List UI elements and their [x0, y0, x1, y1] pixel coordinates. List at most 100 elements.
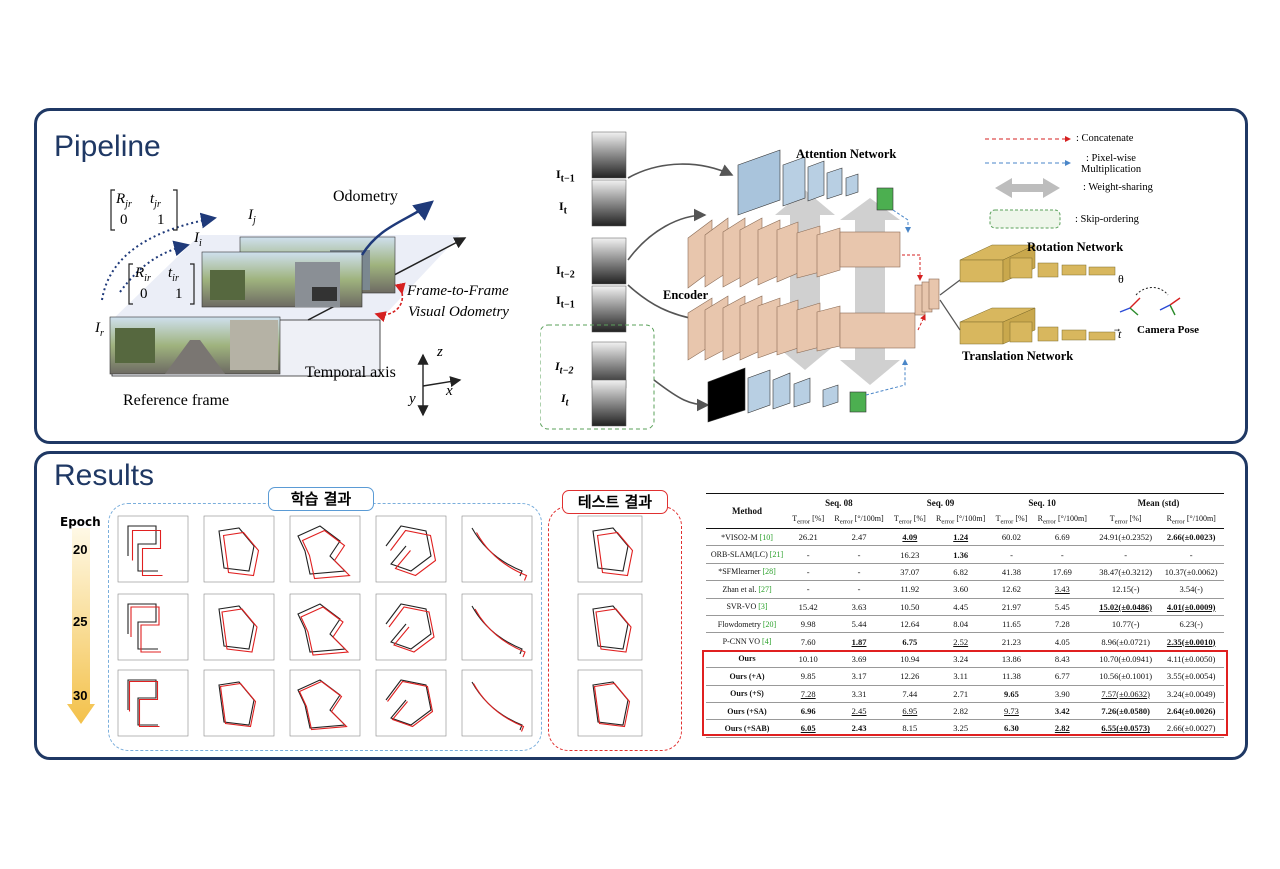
method-cell: ORB-SLAM(LC) [21]	[706, 545, 788, 564]
method-cell: Ours (+SAB)	[706, 719, 788, 738]
value-cell: 38.47(±0.3212)	[1092, 563, 1159, 582]
value-cell: 5.44	[828, 615, 890, 634]
matrix-mid-brackets	[128, 263, 195, 305]
value-cell: 10.77(-)	[1092, 615, 1159, 634]
input-label-6: It	[561, 391, 569, 409]
input-arrow-encoder-top	[627, 208, 707, 261]
results-table: Method Seq. 08 Seq. 09 Seq. 10 Mean (std…	[706, 494, 1224, 738]
value-cell: -	[788, 545, 829, 564]
value-cell: 12.26	[889, 667, 931, 686]
value-cell: 8.04	[930, 615, 992, 634]
value-cell: 21.97	[991, 598, 1032, 616]
value-cell: 3.17	[828, 667, 890, 686]
value-cell: 2.52	[930, 632, 992, 651]
legend-concat-label: : Concatenate	[1076, 133, 1134, 144]
frame-image-r	[109, 316, 281, 375]
train-trajectory-plot	[117, 515, 189, 583]
to-translation-arrow	[939, 299, 961, 331]
legend-weight-arrow	[995, 178, 1060, 198]
rerr-header: Rerror [°/100m]	[936, 514, 986, 526]
value-cell: 1.24	[930, 528, 992, 547]
table-row: Ours 10.10 3.69 10.94 3.24 13.86 8.43 10.70(±0.…	[706, 650, 1224, 669]
network-diagram	[540, 131, 1181, 430]
value-cell: 7.26(±0.0580)	[1092, 702, 1159, 721]
value-cell: 41.38	[991, 563, 1032, 582]
legend-pixel-label-2: Multiplication	[1081, 164, 1142, 175]
matrix-top-zero: 0	[120, 212, 128, 228]
rerr-header: Rerror [°/100m]	[1037, 514, 1087, 526]
value-cell: 6.82	[930, 563, 992, 582]
epoch-label: Epoch	[60, 515, 101, 529]
input-arrow-attention-top	[627, 163, 734, 179]
terr-header: Terror [%]	[893, 514, 926, 526]
matrix-mid-t: tir	[168, 265, 179, 284]
train-trajectory-plot	[203, 515, 275, 583]
seq09-header: Seq. 09	[926, 498, 955, 508]
value-cell: -	[1158, 545, 1224, 564]
legend-skip-label: : Skip-ordering	[1075, 214, 1139, 225]
concat-arrow-bottom	[917, 314, 926, 331]
rotation-network-label: Rotation Network	[1027, 240, 1124, 254]
frame-odometry-diagram	[101, 189, 467, 417]
table-row: SVR-VO [3] 15.42 3.63 10.50 4.45 21.97 5.45 15.…	[706, 598, 1224, 616]
train-trajectory-plot	[461, 593, 533, 661]
transform-arrow-j	[101, 212, 217, 301]
value-cell: 10.94	[889, 650, 931, 669]
table-row: Flowdometry [20] 9.98 5.44 12.64 8.04 11.65 7.…	[706, 615, 1224, 634]
matrix-top-brackets	[110, 189, 178, 231]
translation-network-blocks	[959, 307, 1116, 345]
value-cell: 7.57(±0.0632)	[1092, 685, 1159, 703]
matrix-top-t: tjr	[150, 191, 161, 210]
value-cell: -	[828, 563, 890, 582]
value-cell: 6.96	[788, 702, 829, 721]
value-cell: 6.05	[788, 719, 829, 738]
value-cell: 8.43	[1031, 650, 1093, 669]
value-cell: -	[828, 545, 890, 564]
train-trajectory-plot	[461, 515, 533, 583]
method-cell: Ours (+S)	[706, 685, 788, 703]
value-cell: 4.09	[889, 528, 931, 547]
value-cell: -	[991, 545, 1032, 564]
value-cell: 4.05	[1031, 632, 1093, 651]
value-cell: 2.66(±0.0027)	[1158, 719, 1224, 738]
value-cell: 11.38	[991, 667, 1032, 686]
value-cell: 6.95	[889, 702, 931, 721]
encoder-label: Encoder	[663, 288, 709, 302]
value-cell: 3.69	[828, 650, 890, 669]
table-row: *SFMlearner [28] - -37.07 6.82 41.38 17.69 38.…	[706, 563, 1224, 582]
value-cell: 11.65	[991, 615, 1032, 634]
value-cell: 7.60	[788, 632, 829, 651]
value-cell: 12.15(-)	[1092, 580, 1159, 599]
matrix-mid-r: Rir	[135, 265, 151, 284]
value-cell: 10.50	[889, 598, 931, 616]
value-cell: 2.66(±0.0023)	[1158, 528, 1224, 547]
legend-skip-box	[989, 209, 1061, 229]
table-row: Ours (+S) 7.28 3.31 7.44 2.71 9.65 3.90 7.57(±0…	[706, 685, 1224, 703]
attention-network-bottom	[707, 367, 867, 423]
method-cell: *VISO2-M [10]	[706, 528, 788, 547]
skip-order-box	[540, 324, 655, 430]
label-Ir: Ir	[95, 320, 104, 339]
method-cell: Ours (+A)	[706, 667, 788, 686]
value-cell: 21.23	[991, 632, 1032, 651]
train-trajectory-plot	[289, 515, 361, 583]
value-cell: 2.82	[930, 702, 992, 721]
table-row: *VISO2-M [10] 26.21 2.47 4.09 1.24 60.02 6.69 2…	[706, 528, 1224, 547]
value-cell: 37.07	[889, 563, 931, 582]
table-row: P-CNN VO [4] 7.60 1.87 6.75 2.52 21.23 4.05 8.9…	[706, 632, 1224, 651]
value-cell: 3.43	[1031, 580, 1093, 599]
input-label-3: It−2	[556, 263, 575, 281]
attention-network-top	[737, 149, 894, 216]
translation-network-label: Translation Network	[962, 349, 1074, 363]
table-row: Ours (+SA) 6.96 2.45 6.95 2.82 9.73 3.42 7.26(±…	[706, 702, 1224, 721]
label-Ij: Ij	[248, 207, 256, 226]
seq08-header: Seq. 08	[825, 498, 853, 508]
value-cell: 24.91(±0.2352)	[1092, 528, 1159, 547]
value-cell: 10.10	[788, 650, 829, 669]
value-cell: 3.25	[930, 719, 992, 738]
value-cell: 2.47	[828, 528, 890, 547]
epoch-25: 25	[73, 614, 88, 629]
f2f-label-1: Frame-to-Frame	[407, 283, 509, 299]
frame-image-i	[201, 251, 363, 308]
value-cell: 2.35(±0.0010)	[1158, 632, 1224, 651]
